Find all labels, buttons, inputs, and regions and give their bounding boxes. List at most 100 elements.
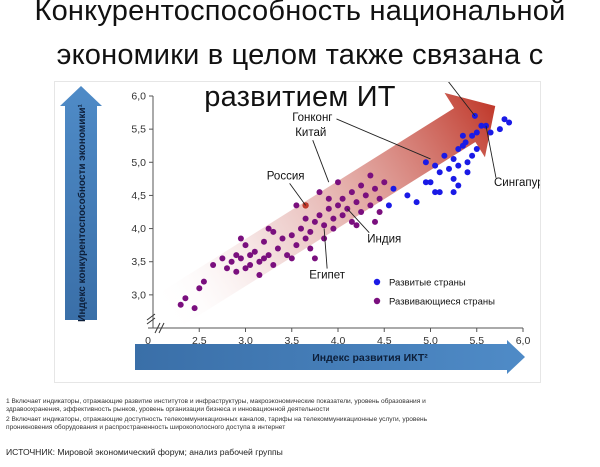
data-point <box>311 255 318 262</box>
data-point <box>191 305 198 312</box>
y-tick-label: 5,5 <box>131 124 146 136</box>
data-point <box>325 195 332 202</box>
data-point <box>210 262 217 268</box>
data-point <box>182 295 189 302</box>
data-point <box>436 189 443 196</box>
data-point <box>459 132 466 139</box>
data-point <box>256 258 263 265</box>
data-point <box>270 228 277 235</box>
data-point <box>404 192 411 199</box>
x-axis-break-mark <box>158 322 165 334</box>
legend-label: Развивающиеся страны <box>389 297 495 308</box>
data-point <box>228 258 235 265</box>
data-point <box>242 265 249 272</box>
data-point <box>302 235 309 242</box>
data-point <box>284 252 291 259</box>
data-point <box>478 122 485 129</box>
data-point <box>279 235 286 242</box>
footnote-1-cont: здравоохранения, эффективность рынков, у… <box>6 406 330 413</box>
y-tick-label: 4,0 <box>131 223 146 235</box>
data-point <box>362 192 369 199</box>
data-point <box>302 215 309 222</box>
data-point <box>422 159 429 166</box>
data-point <box>427 179 434 186</box>
data-point <box>242 242 249 249</box>
annotation-leader <box>485 125 497 178</box>
annotation-label: Гонконг <box>292 112 332 124</box>
x-axis-label: Индекс развития ИКТ² <box>312 352 428 364</box>
data-point <box>385 202 392 209</box>
data-point <box>496 126 503 133</box>
data-point <box>348 189 355 196</box>
data-point <box>422 179 429 186</box>
x-axis-break-mark <box>154 322 161 334</box>
data-point <box>233 268 240 275</box>
data-point <box>224 265 230 272</box>
legend-marker <box>373 297 381 305</box>
data-point <box>462 139 469 146</box>
data-point <box>367 202 374 209</box>
data-point <box>177 301 184 308</box>
data-point <box>321 222 328 229</box>
y-tick-label: 3,0 <box>131 289 146 301</box>
x-axis-arrow <box>135 340 525 374</box>
data-point <box>353 199 360 206</box>
data-point <box>247 262 254 268</box>
data-point <box>196 285 203 292</box>
annotation-leader <box>448 82 476 117</box>
annotation-label: Индия <box>367 234 401 246</box>
legend-label: Развитые страны <box>389 278 466 289</box>
footnote-2: 2 Включает индикаторы, отражающие доступ… <box>6 416 428 423</box>
data-point <box>464 169 471 176</box>
data-point <box>270 262 277 268</box>
y-tick-label: 4,5 <box>131 190 146 202</box>
annotation-label: Россия <box>267 170 305 182</box>
data-point <box>293 202 300 209</box>
footnote-1: 1 Включает индикаторы, отражающие развит… <box>6 398 426 405</box>
data-point <box>288 255 295 262</box>
data-point <box>441 152 448 159</box>
annotation-leader <box>323 228 328 269</box>
data-point <box>501 116 508 123</box>
annotation-leader <box>336 118 431 160</box>
data-point <box>339 195 346 202</box>
legend-marker <box>373 278 381 286</box>
data-point <box>256 272 263 278</box>
data-point <box>487 129 494 136</box>
data-point <box>335 202 341 209</box>
data-point <box>288 232 295 239</box>
data-point <box>298 225 304 232</box>
data-point <box>265 252 272 259</box>
data-point <box>473 146 480 152</box>
y-axis-arrow <box>60 86 102 320</box>
scatter-chart: 3,03,54,04,55,05,56,02,5 3,0 3,5 4,0 4,5 5,0 5… <box>60 82 540 374</box>
data-point <box>506 119 513 126</box>
data-point <box>455 146 462 152</box>
data-point <box>200 278 207 285</box>
data-point <box>432 162 439 169</box>
data-point <box>469 152 476 159</box>
y-tick-label: 3,5 <box>131 256 146 268</box>
data-point <box>464 159 471 166</box>
data-point <box>261 255 267 262</box>
data-point <box>293 242 300 249</box>
slide-title-line-1: Конкурентоспособность национальной <box>34 0 566 27</box>
data-point <box>358 209 365 215</box>
footnote-2-cont: проникновения оборудования и распростран… <box>6 424 286 431</box>
data-point <box>358 182 365 189</box>
y-axis-break-mark <box>146 313 156 321</box>
data-point <box>376 195 383 202</box>
slide-title-line-3: развитием ИТ <box>204 81 396 113</box>
annotation-leader <box>289 183 306 206</box>
data-point <box>372 185 378 192</box>
data-point <box>381 179 388 186</box>
data-point <box>450 175 457 182</box>
slide-title-line-2: экономики в целом также связана с <box>56 39 544 71</box>
data-point <box>265 225 272 232</box>
data-point <box>390 185 397 192</box>
annotation-label: Китай <box>295 127 326 139</box>
data-point <box>219 255 226 262</box>
data-point <box>330 215 337 222</box>
data-point <box>307 228 314 235</box>
